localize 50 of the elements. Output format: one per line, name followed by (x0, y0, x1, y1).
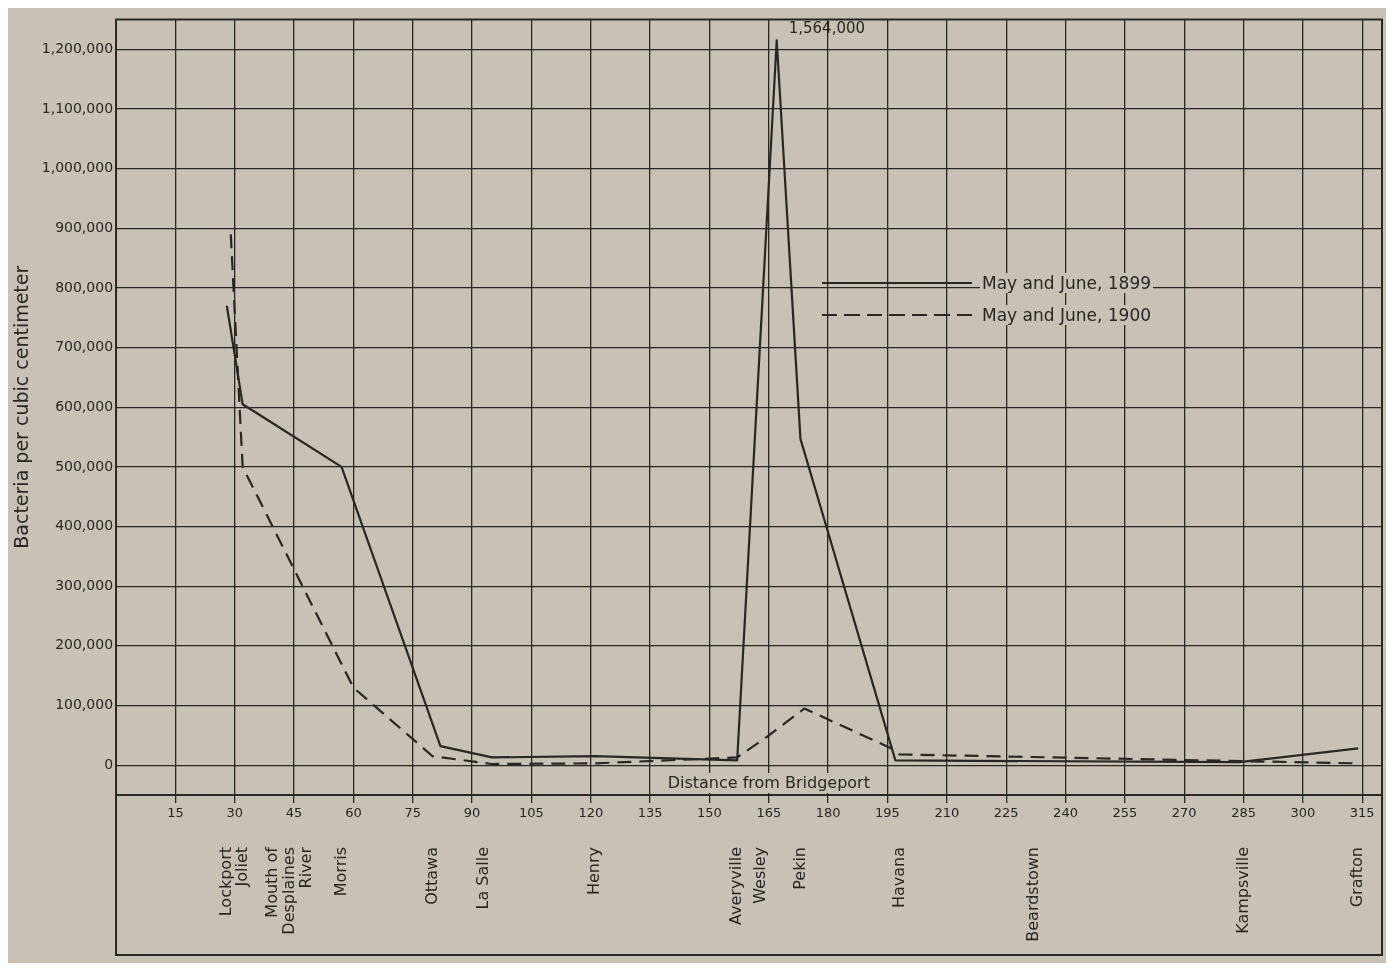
x-tick-label: 180 (815, 805, 841, 821)
x-tick-label: 105 (519, 805, 544, 821)
x-tick-label: 45 (285, 805, 303, 821)
x-tick-label: 255 (1112, 805, 1138, 821)
y-tick-label: 300,000 (55, 576, 114, 593)
y-tick-label: 700,000 (55, 338, 114, 355)
x-tick-label: 285 (1231, 805, 1256, 821)
x-tick-label: 60 (345, 805, 362, 821)
x-tick-label: 120 (578, 805, 604, 821)
x-tick-label: 315 (1349, 805, 1375, 821)
y-tick-label: 800,000 (55, 278, 114, 295)
x-tick-label: 165 (756, 805, 782, 821)
y-tick-label: 0 (104, 755, 114, 772)
x-tick-label: 90 (463, 805, 481, 821)
text: Henry (583, 847, 603, 896)
text: Pekin (789, 847, 809, 890)
legend-label: May and June, 1899 (980, 272, 1154, 293)
x-tick-label: 300 (1290, 805, 1316, 821)
text: Mouth of Desplaines River (262, 846, 316, 935)
y-tick-label: 1,200,000 (41, 39, 114, 56)
text: Morris (330, 847, 350, 897)
text: Wesley (750, 847, 770, 904)
text: Kampsville (1232, 847, 1252, 934)
y-tick-label: 100,000 (55, 696, 114, 713)
y-tick-label: 1,100,000 (41, 99, 114, 116)
x-tick-label: 135 (637, 805, 663, 821)
x-tick-label: 150 (697, 805, 722, 821)
y-tick-label: 1,000,000 (41, 159, 114, 176)
text: Ottawa (421, 847, 441, 905)
x-tick-label: 240 (1053, 805, 1078, 821)
x-tick-label: 210 (934, 805, 960, 821)
x-tick-label: 30 (226, 805, 244, 821)
y-tick-label: 500,000 (55, 457, 114, 474)
text: Beardstown (1023, 847, 1043, 942)
x-tick-label: 270 (1171, 805, 1197, 821)
text: Averyville (726, 847, 746, 926)
text: Havana (888, 847, 908, 909)
legend-label: May and June, 1900 (980, 304, 1154, 325)
text: Grafton (1347, 847, 1367, 908)
x-tick-label: 225 (993, 805, 1019, 821)
x-tick-label: 15 (167, 805, 184, 821)
y-tick-label: 900,000 (55, 218, 114, 235)
y-tick-label: 400,000 (55, 517, 114, 534)
y-tick-label: 200,000 (55, 636, 114, 653)
y-axis-title: Bacteria per cubic centimeter (10, 265, 33, 549)
y-tick-label: 600,000 (55, 397, 114, 414)
text: La Salle (473, 847, 493, 910)
x-axis-title: Distance from Bridgeport (667, 773, 870, 793)
x-tick-label: 75 (404, 805, 422, 821)
x-tick-label: 195 (875, 805, 900, 821)
